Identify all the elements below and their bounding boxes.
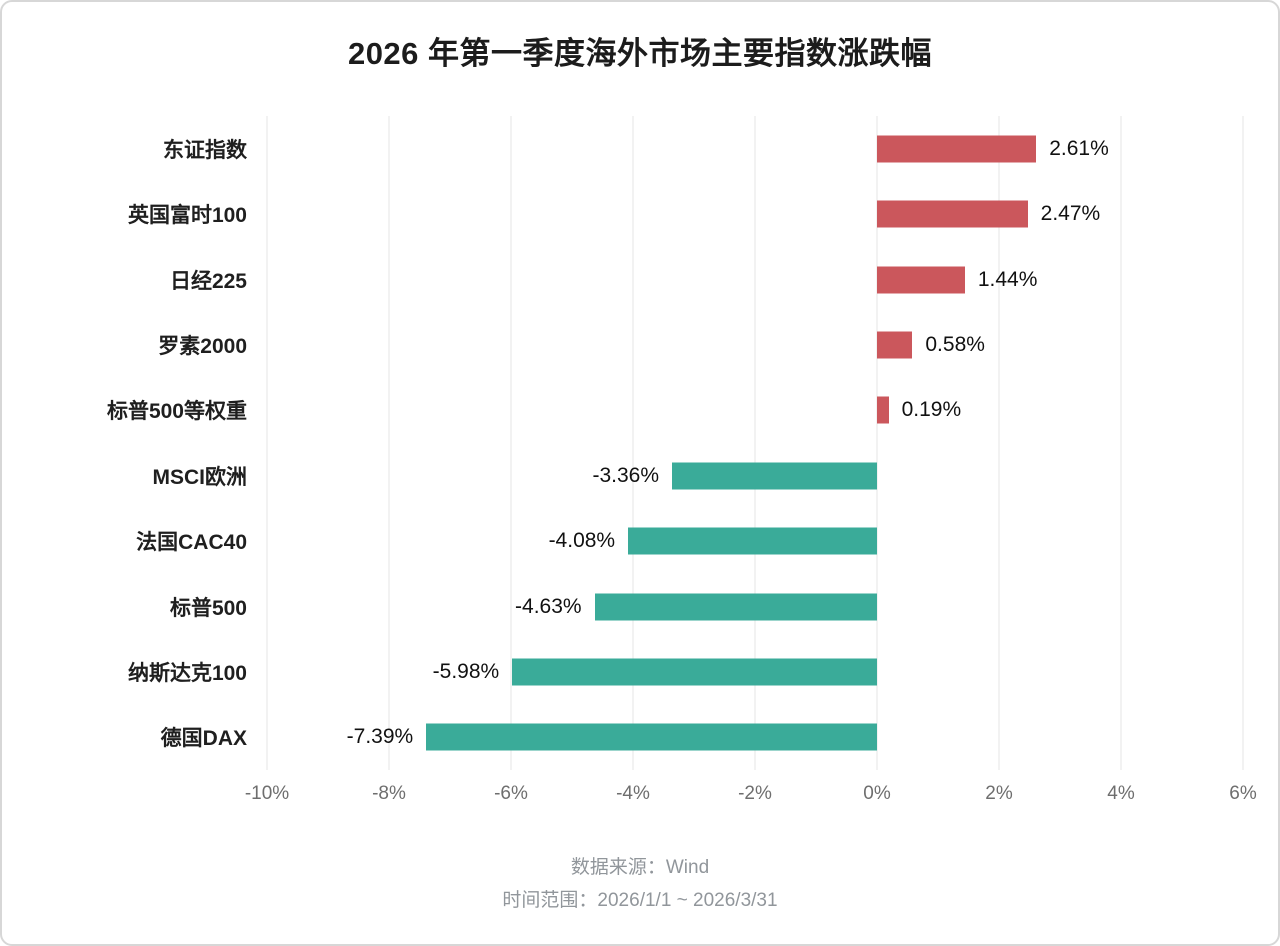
category-label: 东证指数 — [163, 138, 247, 162]
x-tick-label: 2% — [985, 783, 1013, 804]
x-axis: -10% -8% -6% -4% -2% 0% 2% 4% 6% — [245, 783, 1257, 809]
bar — [672, 462, 877, 490]
value-label: -4.08% — [548, 529, 616, 553]
value-label: 0.58% — [925, 332, 985, 356]
plot-area: 东证指数 2.61% 英国富时100 2.47% 日经225 1.44% 罗素2000 0.5… — [107, 116, 1244, 770]
x-tick-label: -8% — [372, 783, 406, 804]
category-label: 标普500等权重 — [106, 400, 247, 424]
value-label: 2.61% — [1049, 136, 1109, 160]
bar — [512, 658, 877, 686]
bar — [877, 331, 913, 359]
bar — [877, 266, 965, 294]
value-label: 1.44% — [977, 267, 1038, 291]
data-source-label: 数据来源：Wind — [570, 857, 710, 878]
chart-row: 罗素2000 0.58% — [158, 312, 1243, 377]
category-label: 日经225 — [169, 269, 247, 293]
value-label: -7.39% — [346, 725, 414, 749]
gridline — [1120, 116, 1122, 770]
chart-footer: 数据来源：Wind 时间范围：2026/1/1 ~ 2026/3/31 — [2, 851, 1278, 917]
chart-row: 日经225 1.44% — [170, 247, 1243, 312]
chart-row: MSCI欧洲 -3.36% — [153, 443, 1243, 508]
category-label: 标普500 — [169, 596, 247, 620]
category-label: 纳斯达克100 — [127, 661, 247, 685]
chart-row: 法国CAC40 -4.08% — [136, 508, 1243, 573]
bar-rows: 东证指数 2.61% 英国富时100 2.47% 日经225 1.44% 罗素2000 0.5… — [107, 116, 1243, 770]
gridline — [510, 116, 512, 770]
category-label: 罗素2000 — [158, 334, 247, 358]
value-label: 2.47% — [1040, 202, 1101, 226]
gridline — [266, 116, 268, 770]
gridline — [876, 116, 878, 770]
x-tick-label: -2% — [738, 783, 772, 804]
chart-row: 纳斯达克100 -5.98% — [128, 639, 1243, 704]
chart-row: 德国DAX -7.39% — [161, 705, 1243, 770]
chart-row: 标普500 -4.63% — [170, 574, 1243, 639]
value-label: -3.36% — [592, 463, 660, 487]
category-label: MSCI欧洲 — [152, 465, 248, 489]
chart-title: 2026 年第一季度海外市场主要指数涨跌幅 — [347, 36, 933, 71]
bar — [628, 527, 877, 555]
gridline — [998, 116, 1000, 770]
chart-row: 英国富时100 2.47% — [128, 181, 1243, 246]
bar — [877, 135, 1037, 163]
x-tick-label: 0% — [863, 783, 891, 804]
bar — [594, 593, 877, 621]
x-tick-label: 6% — [1229, 783, 1257, 804]
category-label: 德国DAX — [160, 727, 247, 751]
gridline — [632, 116, 634, 770]
bar — [877, 396, 889, 424]
bar — [426, 723, 877, 751]
time-range-label: 时间范围：2026/1/1 ~ 2026/3/31 — [502, 890, 778, 911]
value-label: 0.19% — [901, 398, 962, 422]
gridline — [388, 116, 390, 770]
value-label: -5.98% — [432, 659, 500, 683]
x-tick-label: -10% — [244, 783, 290, 804]
chart-row: 标普500等权重 0.19% — [107, 378, 1243, 443]
x-tick-label: -4% — [616, 783, 650, 804]
x-tick-label: 4% — [1107, 783, 1135, 804]
gridline — [754, 116, 756, 770]
x-tick-label: -6% — [494, 783, 528, 804]
category-label: 英国富时100 — [127, 204, 247, 228]
chart-row: 东证指数 2.61% — [163, 116, 1243, 181]
gridline — [1242, 116, 1244, 770]
category-label: 法国CAC40 — [136, 531, 247, 555]
value-label: -4.63% — [515, 594, 582, 618]
bar — [877, 200, 1028, 228]
